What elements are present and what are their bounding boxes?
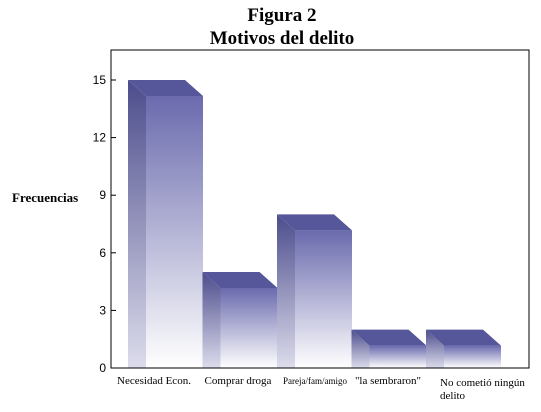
bar-top (202, 272, 278, 288)
bar (277, 214, 352, 368)
y-tick-label: 3 (99, 303, 106, 317)
y-tick-label: 6 (99, 246, 106, 260)
bar (351, 329, 427, 368)
x-tick-label: Comprar droga (205, 375, 272, 387)
bar-front (369, 345, 427, 368)
bar-top (128, 80, 203, 96)
bar-side (277, 214, 295, 368)
bar-top (277, 214, 352, 231)
x-axis-labels: Necesidad Econ. Comprar droga Pareja/fam/a… (117, 375, 525, 402)
bar-front (146, 96, 203, 368)
y-axis: 0 3 6 9 12 15 (93, 73, 116, 375)
y-tick-label: 0 (99, 361, 106, 375)
bar-side (202, 272, 221, 368)
y-axis-label: Frecuencias (12, 190, 78, 205)
bar-side (426, 329, 444, 368)
x-tick-label: "la sembraron" (355, 375, 421, 387)
bars (128, 80, 501, 368)
chart-title: Figura 2 (247, 5, 316, 26)
bar (128, 80, 203, 368)
x-tick-label: Pareja/fam/amigo (283, 376, 347, 386)
bar-top (426, 329, 501, 346)
x-tick-label: No cometió ningún delito (440, 377, 525, 402)
chart-subtitle: Motivos del delito (210, 28, 355, 49)
bar-top (351, 329, 427, 346)
x-tick-label: Necesidad Econ. (117, 375, 191, 387)
y-tick-label: 15 (93, 73, 107, 87)
y-tick-label: 12 (93, 131, 107, 145)
bar (202, 272, 278, 368)
y-tick-label: 9 (99, 188, 106, 202)
bar-front (220, 288, 278, 368)
bar-side (351, 329, 370, 368)
bar-side (128, 80, 146, 368)
bar (426, 329, 501, 368)
bar-front (295, 230, 352, 368)
bar-front (444, 345, 501, 368)
